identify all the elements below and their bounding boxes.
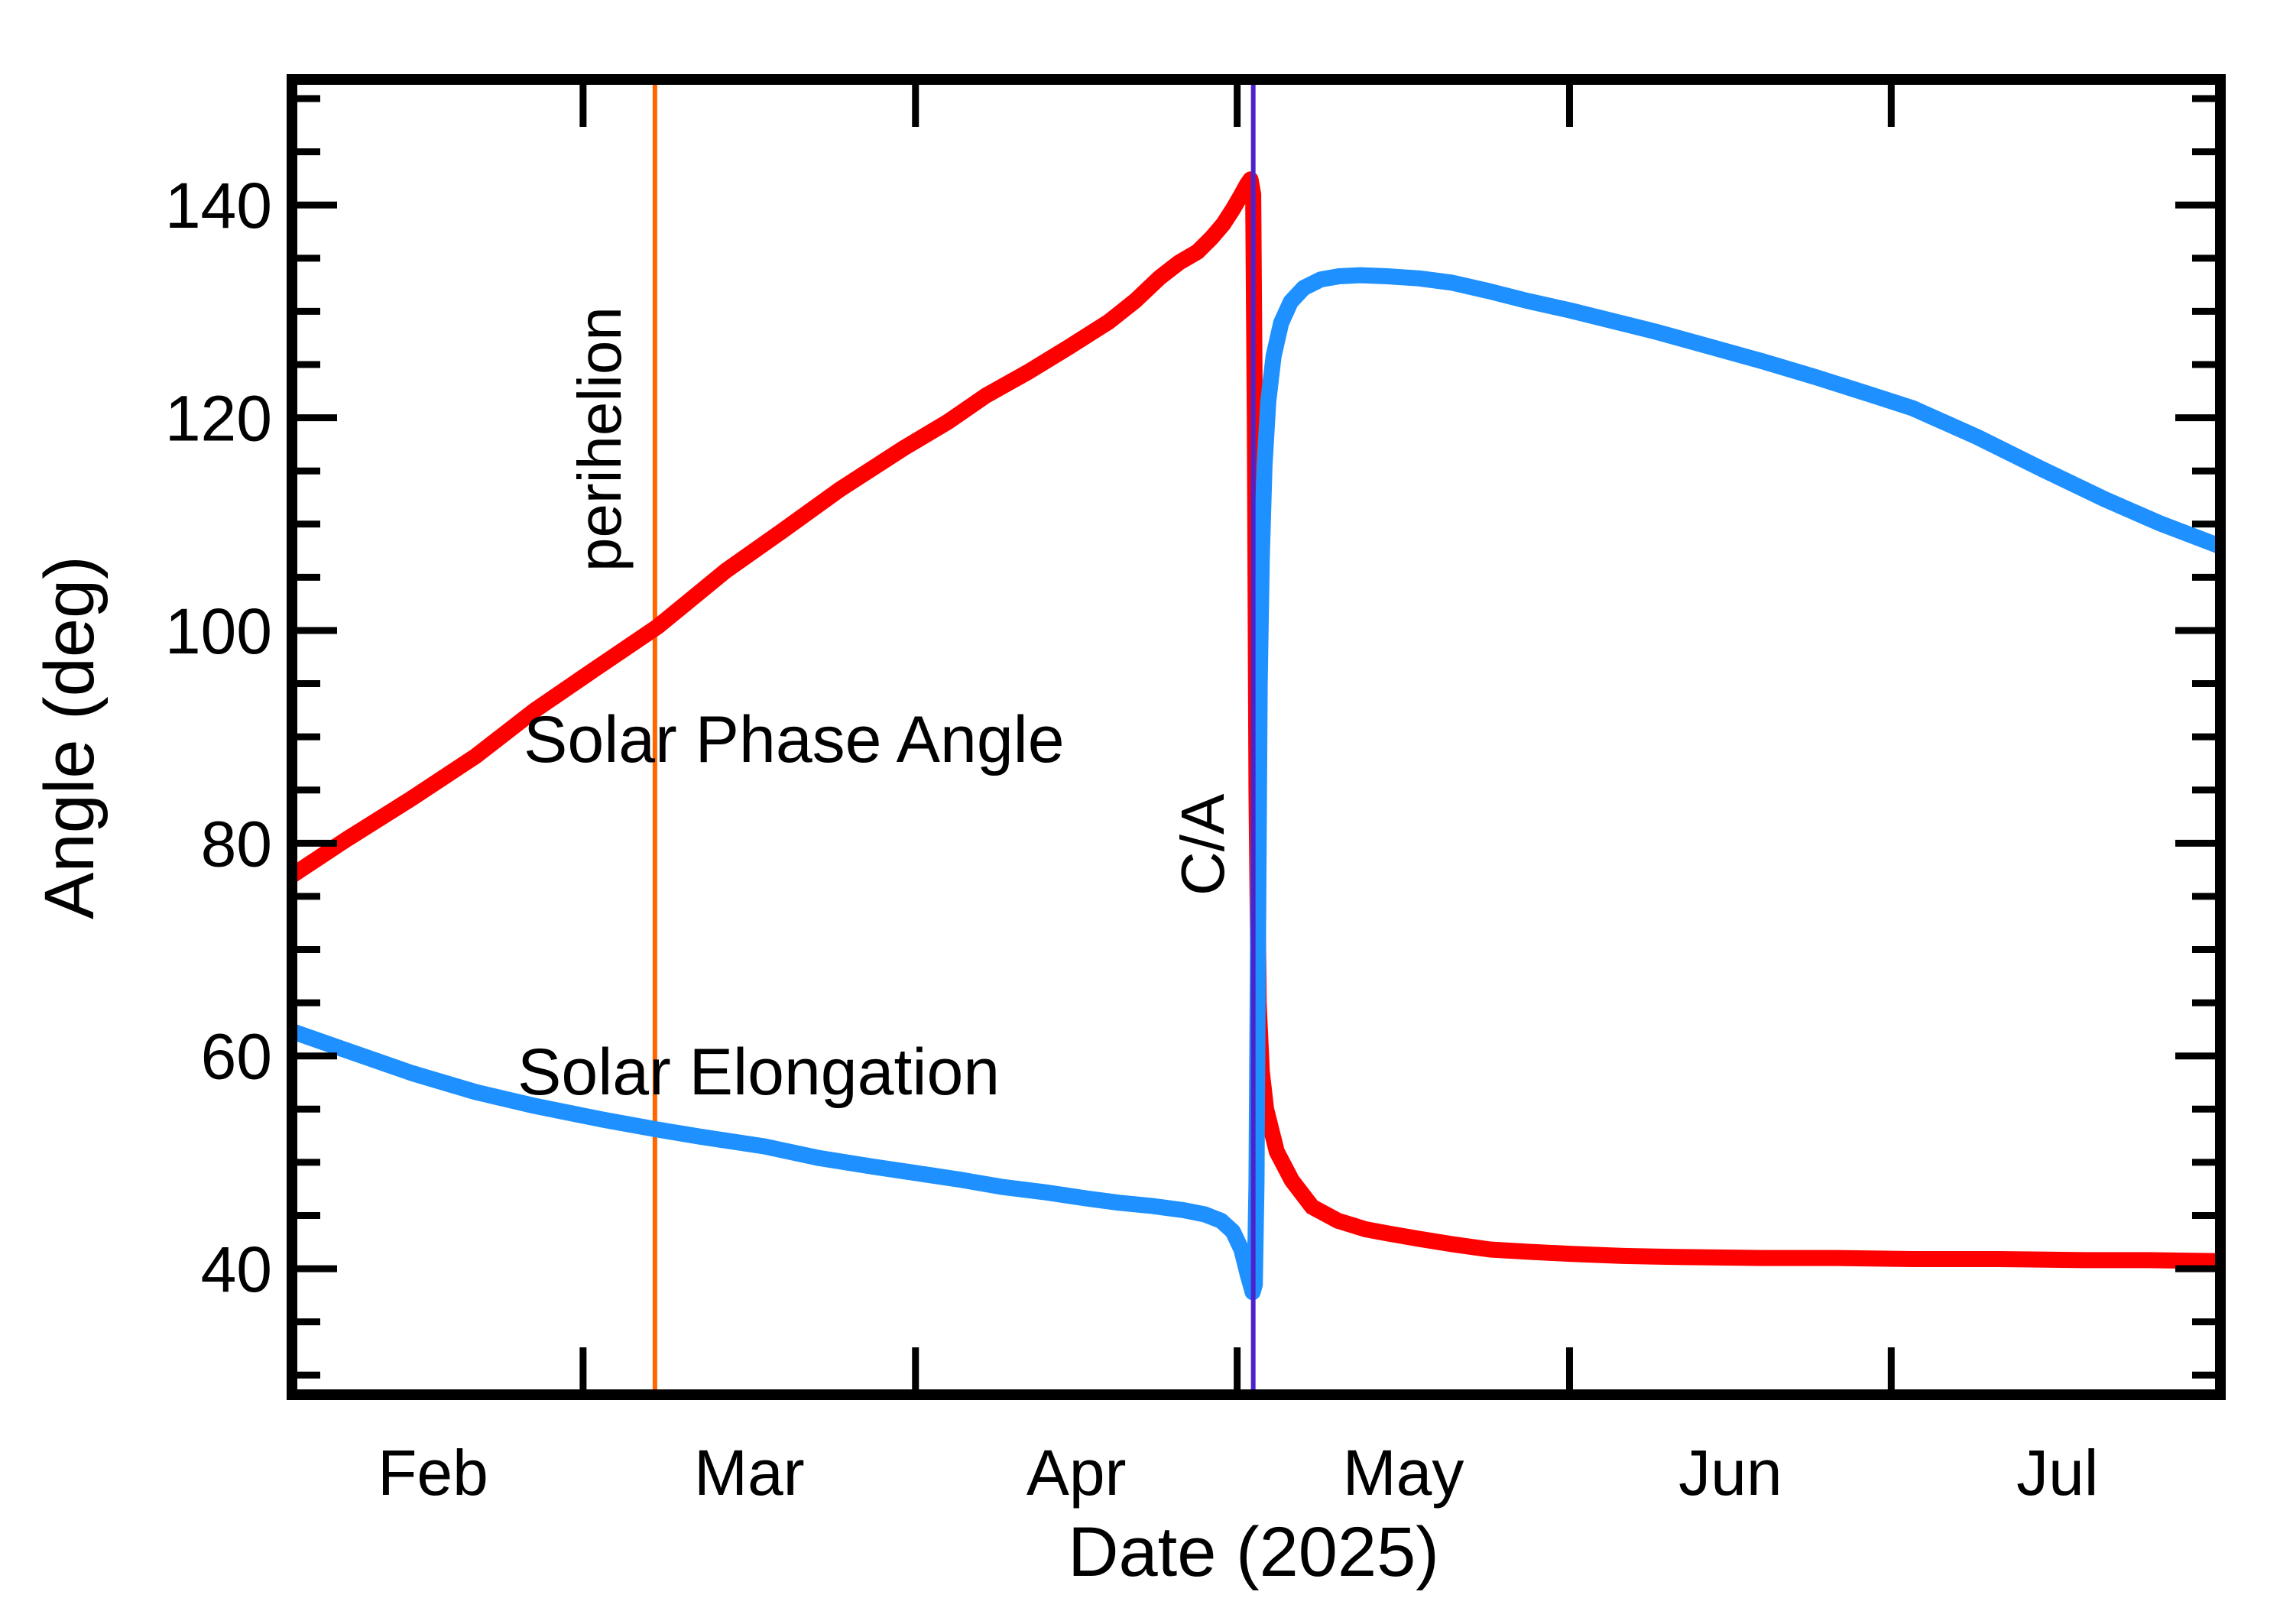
x-axis-title: Date (2025) [1068,1513,1439,1591]
x-ticks [579,85,1895,1389]
y-tick-label-40: 40 [201,1233,272,1305]
y-tick-label-80: 80 [201,808,272,880]
close-approach-label: C/A [1169,793,1237,896]
y-ticks [297,95,2215,1379]
perihelion-label: perihelion [566,306,634,572]
y-axis-title: Angle (deg) [31,556,109,919]
x-tick-label-jul: Jul [2016,1437,2098,1509]
x-tick-label-jun: Jun [1678,1437,1782,1509]
generated-chart-layers: 40 60 80 100 120 140 Feb Mar Apr May Jun Jul [165,74,2226,1509]
y-tick-label-120: 120 [165,383,272,455]
x-tick-label-may: May [1343,1437,1464,1509]
y-tick-labels: 40 60 80 100 120 140 [165,170,272,1305]
y-tick-label-140: 140 [165,170,272,241]
x-tick-label-mar: Mar [694,1437,805,1509]
curve-solar-elongation [292,267,2220,1301]
y-tick-label-60: 60 [201,1021,272,1093]
series-label-solar-phase-angle: Solar Phase Angle [524,703,1065,776]
y-tick-label-100: 100 [165,595,272,667]
x-tick-labels: Feb Mar Apr May Jun Jul [378,1437,2098,1509]
series-label-solar-elongation: Solar Elongation [517,1036,1000,1109]
x-tick-label-apr: Apr [1026,1437,1127,1509]
plot-frame [287,74,2226,1400]
x-tick-label-feb: Feb [378,1437,488,1509]
